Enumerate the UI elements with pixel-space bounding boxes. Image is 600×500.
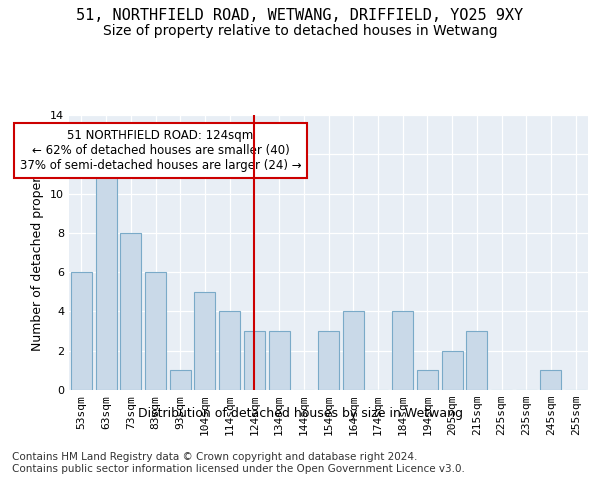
Bar (417, 370, 438, 390)
Bar (120, 233, 141, 390)
Bar (194, 292, 215, 390)
Bar (170, 370, 191, 390)
Bar (244, 331, 265, 390)
Bar (145, 272, 166, 390)
Text: Distribution of detached houses by size in Wetwang: Distribution of detached houses by size … (137, 408, 463, 420)
Bar (269, 331, 290, 390)
Text: Contains HM Land Registry data © Crown copyright and database right 2024.
Contai: Contains HM Land Registry data © Crown c… (12, 452, 465, 474)
Text: Size of property relative to detached houses in Wetwang: Size of property relative to detached ho… (103, 24, 497, 38)
Y-axis label: Number of detached properties: Number of detached properties (31, 154, 44, 351)
Bar (95, 154, 116, 390)
Bar (343, 312, 364, 390)
Bar (392, 312, 413, 390)
Bar (442, 350, 463, 390)
Bar (466, 331, 487, 390)
Bar (318, 331, 339, 390)
Bar (541, 370, 562, 390)
Bar (71, 272, 92, 390)
Text: 51, NORTHFIELD ROAD, WETWANG, DRIFFIELD, YO25 9XY: 51, NORTHFIELD ROAD, WETWANG, DRIFFIELD,… (76, 8, 524, 22)
Text: 51 NORTHFIELD ROAD: 124sqm
← 62% of detached houses are smaller (40)
37% of semi: 51 NORTHFIELD ROAD: 124sqm ← 62% of deta… (20, 128, 301, 172)
Bar (219, 312, 240, 390)
